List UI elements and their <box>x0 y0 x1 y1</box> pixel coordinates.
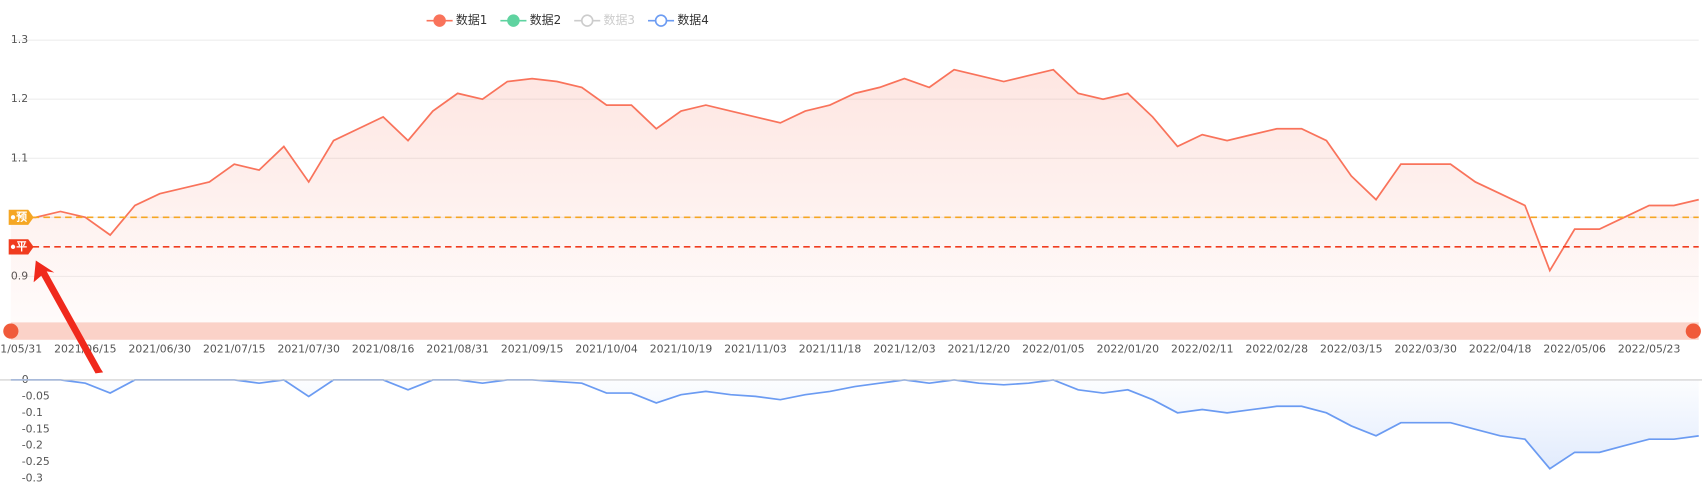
x-tick-label: 2022/02/28 <box>1246 343 1309 356</box>
data-zoom-band[interactable] <box>10 322 1699 340</box>
x-tick-label: 2021/08/31 <box>426 343 488 356</box>
annotation-arrow <box>33 260 104 374</box>
x-tick-label: 2021/12/20 <box>948 343 1011 356</box>
x-tick-label: 2022/02/11 <box>1171 343 1234 356</box>
zoom-handle[interactable] <box>1685 323 1701 339</box>
reference-dot <box>10 215 16 220</box>
x-tick-label: 2021/06/30 <box>129 343 192 356</box>
x-tick-label: 2022/03/30 <box>1394 343 1457 356</box>
y-tick-label: -0.1 <box>22 406 43 419</box>
x-tick-label: 2021/10/19 <box>650 343 713 356</box>
legend-symbol[interactable] <box>654 14 668 27</box>
x-tick-label: 2021/11/18 <box>799 343 862 356</box>
y-tick-label: 1.2 <box>11 92 28 105</box>
reference-label: 平 <box>16 240 27 253</box>
x-tick-label: 2021/07/30 <box>277 343 340 356</box>
x-tick-label: 2022/04/18 <box>1469 343 1532 356</box>
reference-tag <box>8 209 34 225</box>
y-tick-label: -0.3 <box>22 472 43 485</box>
y-tick-label: -0.05 <box>22 389 50 402</box>
series-line <box>10 379 1699 470</box>
series-line <box>10 68 1699 273</box>
y-tick-label: 1.1 <box>11 151 28 164</box>
series-area <box>10 379 1699 469</box>
x-tick-label: 2021/05/31 <box>0 343 42 356</box>
series-area <box>10 69 1699 336</box>
y-tick-label: 1.3 <box>11 33 28 46</box>
x-tick-label: 2022/05/23 <box>1618 343 1681 356</box>
legend-label[interactable]: 数据2 <box>530 12 561 27</box>
y-tick-label: -0.2 <box>22 439 43 452</box>
x-tick-label: 2022/05/06 <box>1543 343 1606 356</box>
x-tick-label: 2022/03/15 <box>1320 343 1383 356</box>
x-tick-label: 2021/10/04 <box>575 343 638 356</box>
reference-tag <box>8 239 34 255</box>
x-tick-label: 2021/07/15 <box>203 343 266 356</box>
legend-symbol[interactable] <box>507 14 520 27</box>
legend-label[interactable]: 数据4 <box>677 12 708 27</box>
y-tick-label: -0.25 <box>22 455 50 468</box>
legend-label[interactable]: 数据1 <box>456 12 487 27</box>
legend-symbol[interactable] <box>433 14 446 27</box>
reference-dot <box>10 244 16 250</box>
legend-label[interactable]: 数据3 <box>604 12 635 27</box>
x-tick-label: 2021/11/03 <box>724 343 787 356</box>
x-tick-label: 2022/01/05 <box>1022 343 1085 356</box>
x-tick-label: 2021/12/03 <box>873 343 936 356</box>
x-tick-label: 2021/08/16 <box>352 343 415 356</box>
legend-symbol[interactable] <box>580 14 594 27</box>
reference-label: 预 <box>16 210 27 223</box>
x-tick-label: 2022/01/20 <box>1097 343 1160 356</box>
zoom-handle[interactable] <box>3 323 19 339</box>
y-tick-label: -0.15 <box>22 422 50 435</box>
x-tick-label: 2021/09/15 <box>501 343 564 356</box>
